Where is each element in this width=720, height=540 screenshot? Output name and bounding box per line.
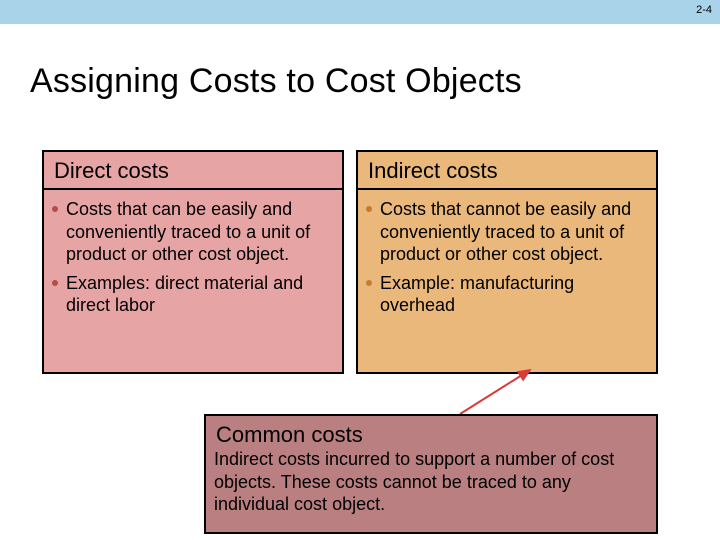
common-costs-text: Indirect costs incurred to support a num…	[214, 448, 648, 516]
bullet-text: Costs that cannot be easily and convenie…	[380, 198, 648, 266]
list-item: Costs that cannot be easily and convenie…	[366, 198, 648, 266]
bullet-icon	[52, 280, 58, 286]
bullet-text: Costs that can be easily and convenientl…	[66, 198, 334, 266]
bullet-text: Examples: direct material and direct lab…	[66, 272, 334, 317]
bullet-icon	[366, 206, 372, 212]
common-costs-body: Indirect costs incurred to support a num…	[206, 448, 656, 524]
bullet-text: Example: manufacturing overhead	[380, 272, 648, 317]
list-item: Costs that can be easily and convenientl…	[52, 198, 334, 266]
direct-costs-header: Direct costs	[44, 152, 342, 190]
direct-costs-box: Direct costs Costs that can be easily an…	[42, 150, 344, 374]
bullet-icon	[52, 206, 58, 212]
indirect-costs-header: Indirect costs	[358, 152, 656, 190]
common-costs-header: Common costs	[206, 416, 656, 448]
common-costs-box: Common costs Indirect costs incurred to …	[204, 414, 658, 534]
bullet-icon	[366, 280, 372, 286]
indirect-costs-body: Costs that cannot be easily and convenie…	[358, 190, 656, 325]
top-bar	[0, 0, 720, 24]
slide-title: Assigning Costs to Cost Objects	[30, 62, 522, 101]
list-item: Examples: direct material and direct lab…	[52, 272, 334, 317]
indirect-costs-box: Indirect costs Costs that cannot be easi…	[356, 150, 658, 374]
list-item: Example: manufacturing overhead	[366, 272, 648, 317]
direct-costs-body: Costs that can be easily and convenientl…	[44, 190, 342, 325]
page-number: 2-4	[696, 4, 712, 16]
slide: 2-4 Assigning Costs to Cost Objects Dire…	[0, 0, 720, 540]
